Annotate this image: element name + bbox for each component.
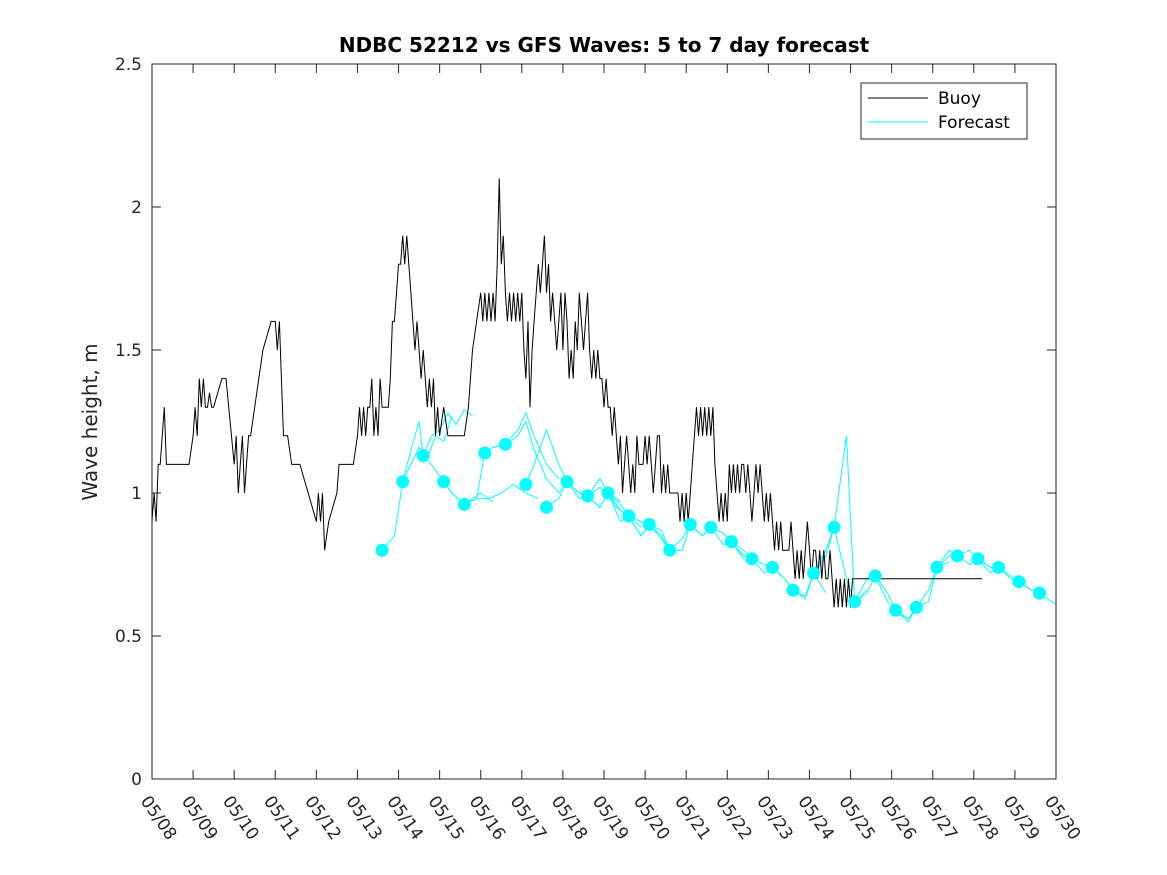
x-tick-label: 05/28 xyxy=(958,792,1002,844)
forecast-run-line-14 xyxy=(772,525,868,603)
x-tick-label: 05/21 xyxy=(670,792,714,844)
x-tick-label: 05/08 xyxy=(136,792,180,844)
forecast-run-line-1 xyxy=(402,409,473,482)
y-tick-label: 1 xyxy=(131,484,142,504)
x-tick-label: 05/24 xyxy=(793,792,837,844)
forecast-point xyxy=(622,509,636,523)
x-tick-label: 05/14 xyxy=(382,792,426,844)
forecast-point xyxy=(416,449,430,463)
x-tick-label: 05/27 xyxy=(917,792,961,844)
forecast-point xyxy=(807,566,821,580)
x-tick-label: 05/20 xyxy=(629,792,673,844)
forecast-point xyxy=(478,446,492,460)
x-tick-label: 05/23 xyxy=(752,792,796,844)
forecast-run-line-16 xyxy=(854,561,950,623)
chart-title: NDBC 52212 vs GFS Waves: 5 to 7 day fore… xyxy=(339,33,870,57)
forecast-point xyxy=(950,549,964,563)
legend: Buoy Forecast xyxy=(860,82,1028,140)
forecast-point xyxy=(930,560,944,574)
forecast-point xyxy=(683,518,697,531)
forecast-point xyxy=(396,475,410,489)
forecast-point xyxy=(437,475,451,489)
x-tick-label: 05/16 xyxy=(465,792,509,844)
x-tick-label: 05/15 xyxy=(424,792,468,844)
forecast-point xyxy=(786,583,800,597)
forecast-point xyxy=(827,520,841,534)
forecast-point xyxy=(601,486,615,500)
legend-box xyxy=(860,82,1028,140)
plot-area xyxy=(151,178,1057,623)
forecast-point xyxy=(971,552,985,566)
forecast-point xyxy=(560,475,574,489)
y-tick-label: 0 xyxy=(131,770,142,790)
x-tick-label: 05/29 xyxy=(999,792,1043,844)
forecast-point xyxy=(519,477,533,491)
forecast-point xyxy=(992,560,1005,574)
x-tick-label: 05/26 xyxy=(876,792,920,844)
x-tick-label: 05/22 xyxy=(711,792,755,844)
forecast-point xyxy=(868,569,882,583)
forecast-point xyxy=(540,500,553,514)
x-tick-label: 05/30 xyxy=(1040,792,1084,844)
forecast-point xyxy=(766,560,779,574)
x-tick-label: 05/18 xyxy=(547,792,591,844)
forecast-point xyxy=(581,489,595,503)
forecast-point xyxy=(375,543,389,557)
buoy-series-line xyxy=(151,178,982,608)
forecast-point xyxy=(1012,575,1026,589)
forecast-point xyxy=(642,518,656,531)
axes: 00.511.522.505/0805/0905/1005/1105/1205/… xyxy=(115,55,1084,844)
forecast-run-line-3 xyxy=(443,481,539,505)
forecast-run-line-15 xyxy=(813,435,909,620)
x-tick-label: 05/19 xyxy=(588,792,632,844)
x-tick-label: 05/13 xyxy=(341,792,385,844)
forecast-point xyxy=(704,520,718,534)
forecast-point xyxy=(909,600,923,614)
x-tick-label: 05/11 xyxy=(259,792,303,844)
x-tick-label: 05/12 xyxy=(300,792,344,844)
forecast-run-line-0 xyxy=(381,415,453,551)
forecast-point xyxy=(498,437,512,451)
y-tick-label: 1.5 xyxy=(115,341,142,361)
forecast-point xyxy=(1033,586,1047,600)
plot-frame xyxy=(151,63,1057,780)
legend-label-forecast: Forecast xyxy=(938,113,1010,133)
x-tick-label: 05/25 xyxy=(834,792,878,844)
y-tick-label: 2 xyxy=(131,198,142,218)
y-tick-label: 0.5 xyxy=(115,627,142,647)
y-tick-label: 2.5 xyxy=(115,55,142,75)
forecast-point xyxy=(745,552,759,566)
x-tick-label: 05/10 xyxy=(218,792,262,844)
forecast-point xyxy=(848,595,862,609)
x-tick-label: 05/17 xyxy=(506,792,550,844)
forecast-run-line-4 xyxy=(464,411,560,505)
x-tick-label: 05/09 xyxy=(177,792,221,844)
forecast-point xyxy=(889,603,903,617)
forecast-point xyxy=(457,497,471,511)
forecast-point xyxy=(724,535,738,549)
y-axis-title: Wave height, m xyxy=(78,343,102,500)
legend-label-buoy: Buoy xyxy=(938,89,981,109)
forecast-point xyxy=(663,543,677,557)
